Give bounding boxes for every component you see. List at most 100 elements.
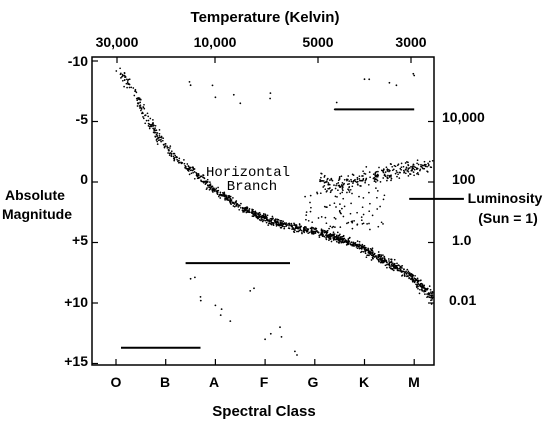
- star-point: [148, 127, 151, 130]
- star-point: [356, 211, 358, 214]
- star-point: [334, 187, 337, 190]
- star-point: [328, 227, 330, 230]
- star-point: [363, 78, 366, 81]
- star-point: [293, 222, 295, 225]
- star-point: [154, 131, 157, 134]
- star-point: [420, 163, 422, 166]
- star-point: [262, 216, 265, 218]
- star-point: [143, 103, 145, 106]
- top-axis-label: Temperature (Kelvin): [191, 9, 340, 26]
- star-point: [374, 174, 376, 176]
- star-point: [382, 254, 384, 256]
- star-point: [370, 259, 373, 261]
- star-point: [336, 196, 338, 198]
- star-point: [321, 180, 323, 182]
- star-point: [121, 75, 124, 77]
- star-point: [324, 231, 327, 233]
- star-point: [229, 320, 232, 322]
- star-point: [396, 171, 398, 174]
- star-point: [390, 176, 392, 178]
- star-point: [356, 223, 359, 226]
- star-point: [342, 241, 345, 244]
- star-point: [293, 224, 295, 226]
- star-point: [380, 258, 383, 260]
- star-point: [276, 221, 278, 224]
- star-point: [348, 180, 351, 182]
- star-point: [298, 224, 301, 226]
- star-point: [407, 161, 409, 164]
- star-point: [256, 215, 259, 218]
- star-point: [149, 117, 152, 120]
- star-point: [304, 195, 306, 198]
- star-point: [404, 162, 407, 164]
- star-point: [329, 225, 332, 228]
- star-point: [223, 193, 226, 195]
- star-point: [229, 197, 232, 200]
- star-point: [227, 199, 230, 201]
- star-point: [144, 114, 147, 116]
- star-point: [258, 215, 260, 217]
- star-point: [330, 234, 333, 237]
- star-point: [427, 162, 429, 165]
- star-point: [326, 229, 329, 232]
- star-point: [397, 163, 400, 166]
- star-point: [283, 222, 286, 224]
- star-point: [333, 233, 336, 235]
- star-point: [368, 252, 371, 255]
- star-point: [398, 171, 401, 174]
- star-point: [378, 255, 381, 258]
- star-point: [228, 195, 231, 198]
- star-point: [305, 214, 308, 216]
- star-point: [135, 97, 138, 100]
- star-point: [338, 178, 341, 180]
- star-point: [417, 173, 420, 176]
- axis-tick-marks: [92, 57, 434, 365]
- star-point: [372, 255, 375, 258]
- star-point: [189, 166, 192, 169]
- star-point: [361, 206, 364, 209]
- star-point: [305, 218, 307, 221]
- star-point: [333, 202, 336, 205]
- star-point: [356, 247, 359, 250]
- star-point: [339, 226, 342, 228]
- star-point: [317, 217, 320, 219]
- star-point: [363, 248, 366, 251]
- star-point: [166, 145, 168, 148]
- star-point: [407, 270, 410, 273]
- star-point: [350, 178, 352, 181]
- star-point: [320, 233, 323, 236]
- star-point: [341, 182, 344, 184]
- star-point: [270, 217, 273, 220]
- star-point: [400, 166, 403, 169]
- star-point: [166, 147, 169, 149]
- star-point: [320, 216, 323, 218]
- star-point: [184, 166, 186, 169]
- star-point: [375, 187, 377, 189]
- star-point: [191, 166, 193, 169]
- star-point: [358, 175, 361, 178]
- star-point: [413, 168, 416, 171]
- star-point: [329, 204, 331, 207]
- star-point: [124, 76, 127, 78]
- star-point: [252, 215, 255, 218]
- star-point: [423, 286, 425, 288]
- star-point: [209, 183, 212, 185]
- star-point: [280, 220, 283, 222]
- star-point: [348, 237, 351, 239]
- star-point: [357, 243, 359, 246]
- star-point: [374, 172, 377, 175]
- star-point: [320, 176, 322, 179]
- star-point: [160, 140, 162, 143]
- star-point: [188, 173, 191, 176]
- right-tick-label: 100: [452, 171, 476, 187]
- star-point: [337, 182, 340, 184]
- plot-frame: [91, 56, 435, 366]
- star-point: [427, 292, 430, 295]
- star-point: [325, 222, 328, 225]
- star-point: [427, 295, 429, 298]
- star-point: [421, 290, 424, 292]
- star-point: [169, 145, 172, 147]
- star-point: [239, 204, 241, 207]
- star-point: [373, 176, 376, 179]
- star-point: [356, 240, 359, 242]
